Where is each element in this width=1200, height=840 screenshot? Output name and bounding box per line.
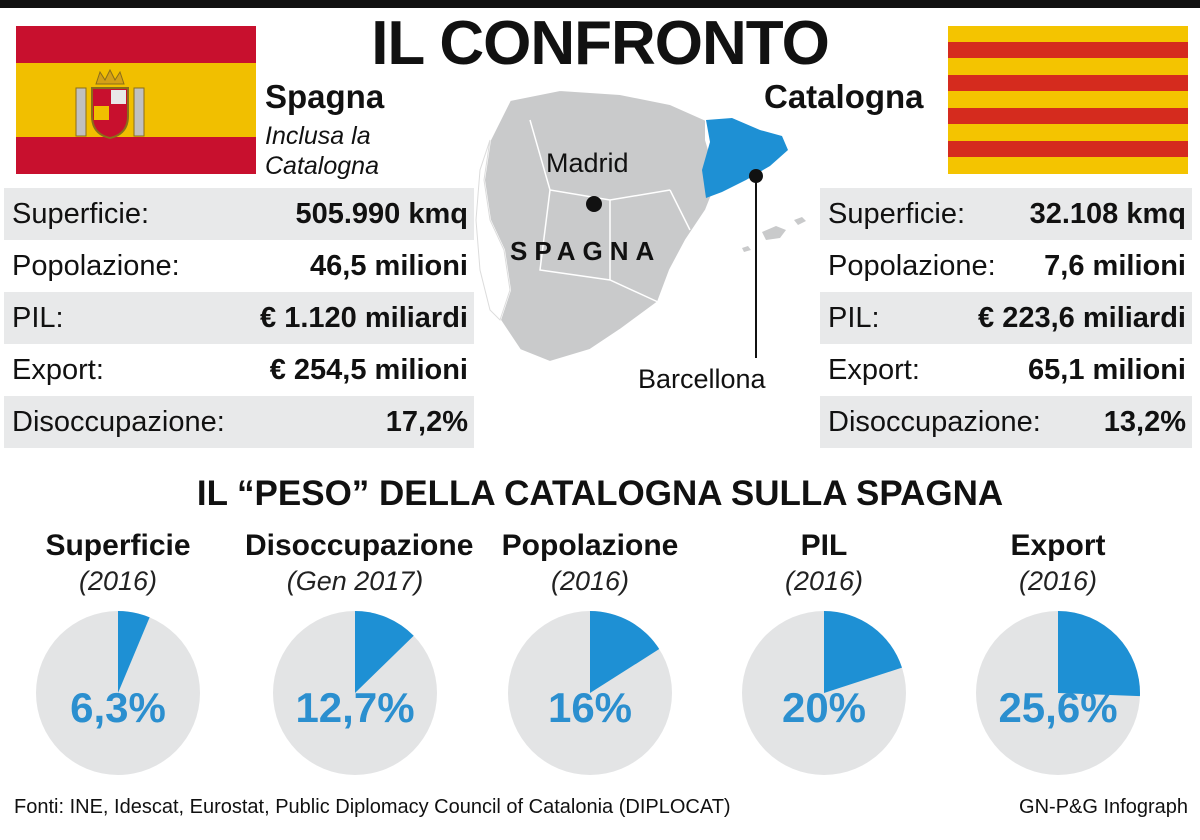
stat-value: € 223,6 miliardi — [978, 301, 1186, 334]
spain-stat-row: PIL: € 1.120 miliardi — [4, 292, 474, 344]
footer-credit: GN-P&G Infograph — [1019, 796, 1188, 818]
stat-value: € 1.120 miliardi — [260, 301, 468, 334]
share-title: Disoccupazione — [245, 529, 474, 562]
stat-label: Disoccupazione: — [828, 405, 1041, 438]
top-rule — [0, 0, 1200, 8]
stat-value: 32.108 kmq — [1029, 197, 1186, 230]
madrid-label: Madrid — [546, 148, 629, 178]
catalonia-stat-row: PIL: € 223,6 miliardi — [820, 292, 1192, 344]
stat-value: 13,2% — [1103, 405, 1186, 438]
share-value: 12,7% — [295, 684, 415, 731]
spain-stat-row: Superficie: 505.990 kmq — [4, 188, 474, 240]
stat-value: 505.990 kmq — [295, 197, 468, 230]
share-year: (2016) — [78, 566, 158, 596]
share-pie: 20% — [739, 608, 909, 778]
spain-name: Spagna — [265, 78, 385, 115]
page-title: IL CONFRONTO — [371, 9, 830, 78]
share-export: Export (2016) 25,6% — [948, 528, 1168, 778]
spain-note-line2: Catalogna — [265, 152, 379, 180]
pie-chart — [742, 611, 906, 775]
share-pie: 16% — [505, 608, 675, 778]
catalonia-flag-icon — [948, 26, 1188, 174]
share-title: PIL — [800, 529, 848, 562]
stat-label: PIL: — [12, 301, 64, 334]
share-popolazione: Popolazione (2016) 16% — [480, 528, 700, 778]
catalonia-stat-row: Disoccupazione: 13,2% — [820, 396, 1192, 448]
stat-label: Export: — [828, 353, 920, 386]
section-title: IL “PESO” DELLA CATALOGNA SULLA SPAGNA — [196, 474, 1004, 513]
spain-stat-row: Export: € 254,5 milioni — [4, 344, 474, 396]
share-pie: 12,7% — [270, 608, 440, 778]
stat-label: PIL: — [828, 301, 880, 334]
share-value: 25,6% — [998, 684, 1118, 731]
stat-value: 65,1 milioni — [1028, 353, 1186, 386]
share-year: (2016) — [1018, 566, 1098, 596]
footer-sources: Fonti: INE, Idescat, Eurostat, Public Di… — [14, 796, 731, 818]
share-pie: 6,3% — [33, 608, 203, 778]
spain-stat-row: Disoccupazione: 17,2% — [4, 396, 474, 448]
share-pil: PIL (2016) 20% — [714, 528, 934, 778]
pie-slice-catalonia — [355, 611, 414, 693]
stat-value: 46,5 milioni — [310, 249, 468, 282]
share-year: (Gen 2017) — [286, 566, 424, 596]
stat-label: Popolazione: — [828, 249, 996, 282]
pie-slice-catalonia — [118, 611, 150, 693]
spain-flag-icon — [16, 26, 256, 174]
pie-slice-catalonia — [824, 611, 902, 693]
pie-chart — [976, 611, 1140, 775]
stat-value: € 254,5 milioni — [269, 353, 468, 386]
catalonia-stat-row: Popolazione: 7,6 milioni — [820, 240, 1192, 292]
spain-stats-table: Superficie: 505.990 kmq Popolazione: 46,… — [4, 188, 474, 448]
share-disoccupazione: Disoccupazione (Gen 2017) 12,7% — [245, 528, 474, 778]
share-pie: 25,6% — [973, 608, 1143, 778]
stat-label: Disoccupazione: — [12, 405, 225, 438]
stat-label: Superficie: — [12, 197, 150, 230]
share-superficie: Superficie (2016) 6,3% — [8, 528, 228, 778]
share-year: (2016) — [550, 566, 630, 596]
share-value: 6,3% — [70, 684, 166, 731]
share-title: Superficie — [45, 529, 191, 562]
spain-stat-row: Popolazione: 46,5 milioni — [4, 240, 474, 292]
catalonia-stats-table: Superficie: 32.108 kmq Popolazione: 7,6 … — [820, 188, 1192, 448]
catalonia-stat-row: Export: 65,1 milioni — [820, 344, 1192, 396]
stat-label: Export: — [12, 353, 104, 386]
catalonia-name: Catalogna — [764, 78, 924, 115]
spain-map-label: SPAGNA — [510, 236, 662, 266]
stat-value: 17,2% — [385, 405, 468, 438]
pie-chart — [508, 611, 672, 775]
share-title: Popolazione — [501, 529, 679, 562]
share-value: 16% — [547, 684, 633, 731]
spain-map — [470, 80, 810, 400]
barcelona-label: Barcellona — [638, 364, 766, 394]
catalonia-stat-row: Superficie: 32.108 kmq — [820, 188, 1192, 240]
pie-chart — [273, 611, 437, 775]
stat-value: 7,6 milioni — [1044, 249, 1186, 282]
stat-label: Popolazione: — [12, 249, 180, 282]
share-value: 20% — [781, 684, 867, 731]
share-title: Export — [1010, 529, 1106, 562]
stat-label: Superficie: — [828, 197, 966, 230]
spain-note-line1: Inclusa la — [265, 122, 371, 150]
pie-slice-catalonia — [590, 611, 660, 693]
pie-slice-catalonia — [1058, 611, 1140, 697]
pie-chart — [36, 611, 200, 775]
share-year: (2016) — [784, 566, 864, 596]
spain-map-graphic — [475, 88, 806, 364]
